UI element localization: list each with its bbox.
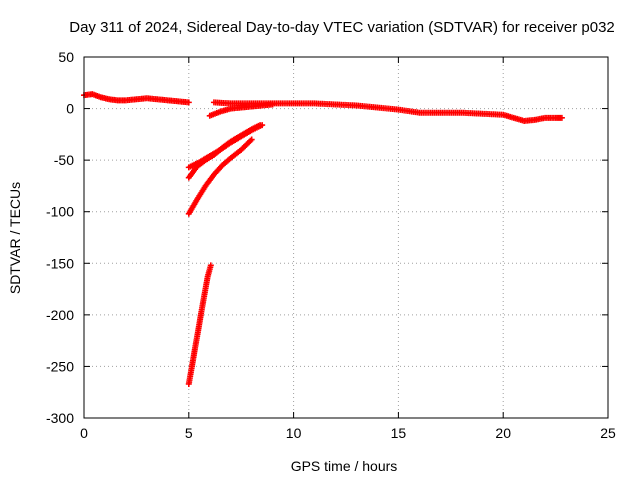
y-tick-label: -250 bbox=[46, 358, 74, 374]
x-tick-label: 15 bbox=[391, 425, 407, 441]
data-point bbox=[269, 101, 276, 108]
plot-border bbox=[83, 56, 609, 419]
x-tick-label: 20 bbox=[495, 425, 511, 441]
data-point bbox=[257, 122, 264, 129]
series-steep-segment bbox=[185, 262, 214, 387]
data-point bbox=[207, 262, 214, 269]
series-middle-ramp bbox=[185, 122, 264, 181]
series-main-track bbox=[81, 91, 192, 106]
data-series bbox=[81, 91, 565, 387]
x-tick-label: 10 bbox=[286, 425, 302, 441]
y-tick-label: -200 bbox=[46, 307, 74, 323]
y-tick-label: -100 bbox=[46, 204, 74, 220]
series-lower-ramp bbox=[185, 136, 255, 217]
y-tick-label: 50 bbox=[58, 49, 74, 65]
axis-ticks: 0 5 10 15 20 25 50 0 -50 -100 -150 -200 -250 -300 bbox=[46, 49, 616, 441]
x-tick-label: 25 bbox=[600, 425, 616, 441]
y-tick-label: -50 bbox=[54, 152, 74, 168]
series-rising-arc bbox=[206, 101, 276, 119]
y-tick-label: -150 bbox=[46, 255, 74, 271]
y-tick-label: -300 bbox=[46, 410, 74, 426]
chart-title: Day 311 of 2024, Sidereal Day-to-day VTE… bbox=[69, 19, 615, 36]
x-tick-label: 0 bbox=[80, 425, 88, 441]
y-axis-label: SDTVAR / TECUs bbox=[7, 182, 23, 294]
data-point bbox=[185, 99, 192, 106]
data-point bbox=[558, 114, 565, 121]
data-point bbox=[248, 136, 255, 143]
x-tick-label: 5 bbox=[185, 425, 193, 441]
y-tick-label: 0 bbox=[66, 101, 74, 117]
x-axis-label: GPS time / hours bbox=[291, 458, 398, 474]
